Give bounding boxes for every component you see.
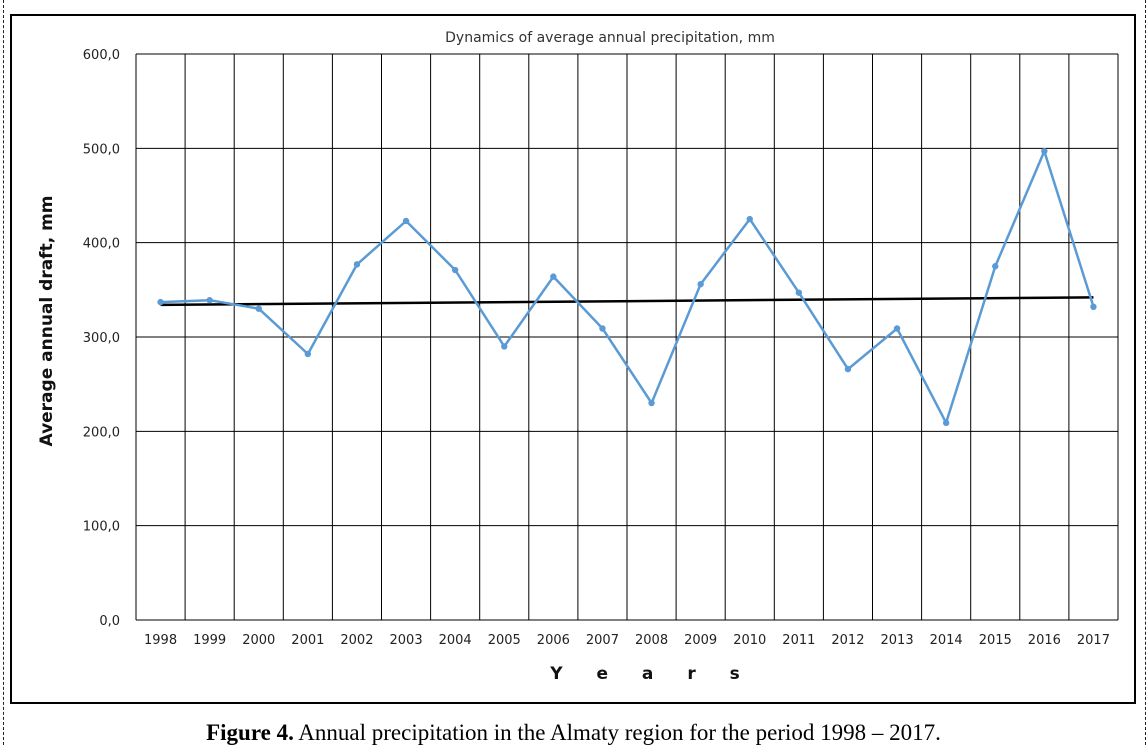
data-point xyxy=(746,215,753,223)
data-point xyxy=(992,263,999,270)
x-tick-label: 2005 xyxy=(488,633,521,648)
x-tick-label: 2000 xyxy=(242,633,275,648)
x-tick-label: 2008 xyxy=(635,633,668,648)
x-tick-labels: 1998 1999 2000 2001 2002 2003 2004 2005 2006 2007… xyxy=(144,633,1110,648)
gridlines xyxy=(135,53,1119,621)
y-tick-label: 0,0 xyxy=(99,614,120,629)
x-tick-label: 2011 xyxy=(782,633,815,648)
data-point xyxy=(451,266,459,274)
x-tick-label: 2017 xyxy=(1077,633,1110,648)
data-point xyxy=(157,298,164,306)
plot-area xyxy=(12,16,1134,702)
x-tick-label: 2014 xyxy=(930,633,963,648)
data-point xyxy=(1041,147,1048,155)
x-tick-label: 2016 xyxy=(1028,633,1061,648)
data-point xyxy=(501,343,508,350)
chart-frame: 0,0 100,0 200,0 300,0 400,0 500,0 600,0 1998 19… xyxy=(10,14,1136,704)
x-tick-label: 2009 xyxy=(684,633,717,648)
chart-title: Dynamics of average annual precipitation… xyxy=(445,30,775,46)
data-point xyxy=(844,365,852,373)
y-tick-label: 100,0 xyxy=(83,520,120,535)
caption-text: Annual precipitation in the Almaty regio… xyxy=(293,720,941,745)
y-tick-label: 400,0 xyxy=(83,237,120,252)
x-tick-label: 2002 xyxy=(340,633,373,648)
data-point xyxy=(255,305,262,312)
data-point xyxy=(893,325,901,332)
x-tick-label: 1998 xyxy=(144,633,177,648)
data-point xyxy=(206,297,213,304)
figure-caption: Figure 4. Annual precipitation in the Al… xyxy=(0,720,1147,746)
x-tick-label: 2010 xyxy=(733,633,766,648)
data-point xyxy=(402,217,410,225)
x-tick-label: 2001 xyxy=(291,633,324,648)
trendline xyxy=(160,296,1094,307)
data-point xyxy=(1090,303,1097,311)
x-tick-label: 2012 xyxy=(831,633,864,648)
x-tick-label: 2004 xyxy=(439,633,472,648)
data-point xyxy=(599,325,606,332)
x-tick-label: 2007 xyxy=(586,633,619,648)
y-tick-label: 300,0 xyxy=(83,331,120,346)
y-tick-label: 500,0 xyxy=(83,142,120,157)
x-tick-label: 1999 xyxy=(193,633,226,648)
x-tick-label: 2003 xyxy=(390,633,423,648)
data-point xyxy=(550,273,557,280)
y-tick-labels: 0,0 100,0 200,0 300,0 400,0 500,0 600,0 xyxy=(83,48,120,629)
y-axis-title: Average annual draft, mm xyxy=(37,196,57,447)
data-point xyxy=(942,419,950,427)
data-point xyxy=(697,280,704,288)
x-tick-label: 2013 xyxy=(881,633,914,648)
data-point xyxy=(648,399,655,407)
page-frame xyxy=(3,0,1146,745)
data-point xyxy=(353,261,361,268)
caption-label: Figure 4. xyxy=(206,720,294,745)
series-layer xyxy=(157,147,1097,427)
data-point xyxy=(795,289,803,296)
series-line xyxy=(160,149,1095,425)
data-point xyxy=(304,350,312,358)
y-tick-label: 200,0 xyxy=(83,425,120,440)
y-tick-label: 600,0 xyxy=(83,48,120,63)
x-tick-label: 2015 xyxy=(979,633,1012,648)
trendline-layer xyxy=(160,296,1094,307)
x-axis-title: Y e a r s xyxy=(549,664,754,684)
x-tick-label: 2006 xyxy=(537,633,570,648)
